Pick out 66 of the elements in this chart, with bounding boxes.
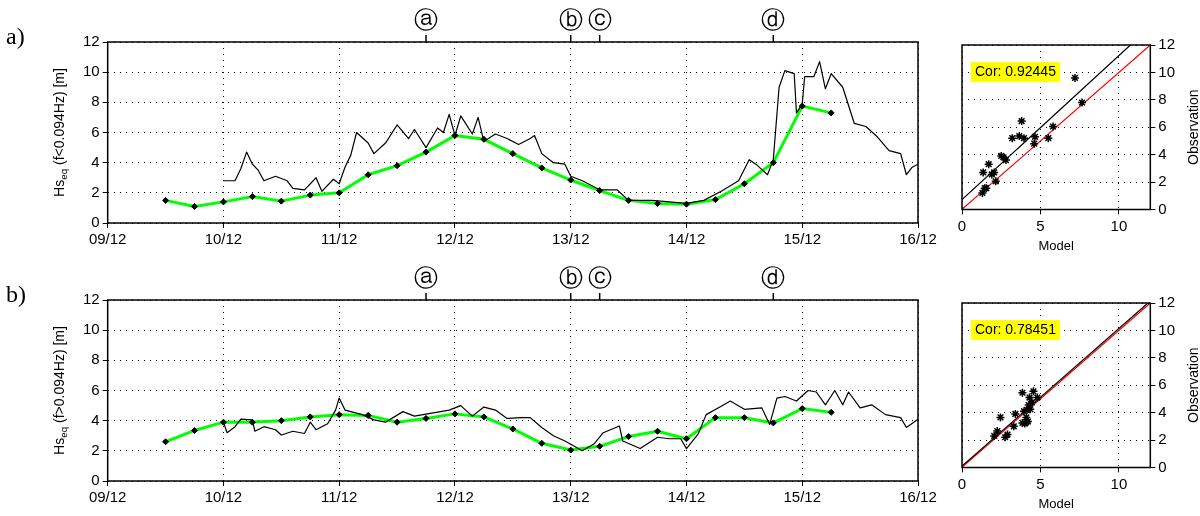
x-tick-label: 15/12 bbox=[783, 488, 822, 506]
x-axis-title: Model bbox=[1038, 495, 1074, 511]
y-tick-label: 4 bbox=[1158, 144, 1167, 162]
x-tick-label: 14/12 bbox=[667, 488, 706, 506]
x-tick-label: 0 bbox=[957, 216, 967, 234]
y-tick-label: 2 bbox=[91, 182, 100, 200]
x-tick-label: 09/12 bbox=[88, 230, 127, 248]
x-tick-label: 16/12 bbox=[899, 230, 937, 248]
y-tick-label: 12 bbox=[83, 32, 100, 50]
x-tick-label: 16/12 bbox=[899, 488, 937, 506]
x-tick-label: 10 bbox=[1110, 474, 1128, 492]
chart-title: a) bbox=[6, 23, 25, 50]
x-tick-label: 11/12 bbox=[320, 488, 358, 506]
y-tick-label: 2 bbox=[1158, 172, 1167, 190]
x-tick-label: 10 bbox=[1110, 216, 1128, 234]
y-tick-label: 0 bbox=[1158, 457, 1167, 475]
y-tick-label: 2 bbox=[1158, 430, 1167, 448]
y-axis-title: Observation bbox=[1185, 347, 1200, 423]
y-tick-label: 6 bbox=[1158, 375, 1167, 393]
y-tick-label: 10 bbox=[83, 62, 100, 80]
y-axis-title: Hseq (f>0.094Hz) [m] bbox=[50, 326, 70, 455]
y-tick-label: 2 bbox=[91, 440, 100, 458]
chart-title: b) bbox=[6, 281, 26, 308]
y-tick-label: 6 bbox=[91, 380, 100, 398]
y-tick-label: 4 bbox=[91, 410, 100, 428]
y-tick-label: 10 bbox=[1158, 62, 1175, 80]
y-tick-label: 10 bbox=[83, 320, 100, 338]
y-tick-label: 6 bbox=[91, 122, 100, 140]
annotation: ⓓ bbox=[761, 265, 786, 292]
y-tick-label: 0 bbox=[1158, 199, 1167, 217]
y-tick-label: 12 bbox=[83, 290, 100, 308]
x-tick-label: 09/12 bbox=[88, 488, 127, 506]
y-tick-label: 12 bbox=[1158, 35, 1175, 53]
y-tick-label: 8 bbox=[1158, 89, 1167, 107]
annotation: ⓑ bbox=[558, 7, 583, 34]
x-tick-label: 13/12 bbox=[551, 230, 590, 248]
y-axis-title: Observation bbox=[1185, 89, 1200, 165]
x-tick-label: 15/12 bbox=[783, 230, 822, 248]
x-tick-label: 11/12 bbox=[320, 230, 358, 248]
y-tick-label: 10 bbox=[1158, 320, 1175, 338]
x-tick-label: 0 bbox=[957, 474, 967, 492]
annotation: Cor: 0.92445 bbox=[975, 62, 1057, 79]
x-axis-title: Model bbox=[1038, 237, 1074, 253]
x-tick-label: 10/12 bbox=[204, 230, 243, 248]
annotation: ⓒ bbox=[587, 265, 612, 292]
y-tick-label: 4 bbox=[91, 152, 100, 170]
annotation: ⓓ bbox=[761, 7, 786, 34]
x-tick-label: 5 bbox=[1036, 216, 1045, 234]
y-tick-label: 4 bbox=[1158, 402, 1167, 420]
y-tick-label: 8 bbox=[91, 92, 100, 110]
annotation: Cor: 0.78451 bbox=[975, 320, 1057, 337]
annotation: ⓐ bbox=[414, 265, 439, 292]
x-tick-label: 14/12 bbox=[667, 230, 706, 248]
y-tick-label: 6 bbox=[1158, 117, 1167, 135]
annotation: ⓐ bbox=[414, 7, 439, 34]
x-tick-label: 12/12 bbox=[436, 488, 474, 506]
y-tick-label: 8 bbox=[1158, 347, 1167, 365]
y-axis-title: Hseq (f<0.094Hz) [m] bbox=[50, 68, 70, 197]
y-tick-label: 12 bbox=[1158, 293, 1175, 311]
x-tick-label: 10/12 bbox=[204, 488, 243, 506]
annotation: ⓒ bbox=[587, 7, 612, 34]
annotation: ⓑ bbox=[558, 265, 583, 292]
x-tick-label: 12/12 bbox=[436, 230, 474, 248]
x-tick-label: 13/12 bbox=[551, 488, 590, 506]
y-tick-label: 8 bbox=[91, 350, 100, 368]
x-tick-label: 5 bbox=[1036, 474, 1045, 492]
